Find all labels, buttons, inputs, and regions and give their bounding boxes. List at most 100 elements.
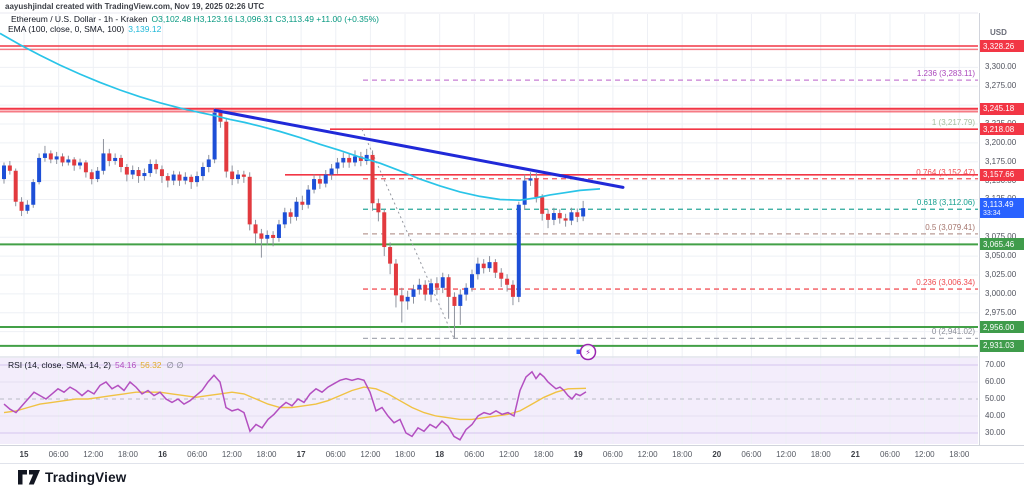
candle-up [458,294,463,306]
candle-down [540,197,545,214]
candle-down [159,169,164,177]
price-label-box: 2,956.00 [980,321,1024,334]
fib-connector-dotted-line [361,129,455,339]
candle-up [42,153,47,158]
price-chart[interactable]: ⚡ [0,0,979,445]
candle-up [417,284,422,290]
time-tick-day: 19 [573,450,583,459]
candle-up [142,173,147,177]
rsi-axis-tick: 60.00 [985,377,1006,386]
candle-down [189,176,194,183]
tradingview-logo-icon [18,470,40,485]
candle-down [177,174,182,181]
candle-down [165,176,170,181]
candle-down [493,262,498,273]
candle-up [312,179,317,190]
candle-down [107,153,112,161]
ohlc-values: O3,102.48 H3,123.16 L3,096.31 C3,113.49 … [151,14,380,24]
price-axis-tick: 3,075.00 [985,232,1017,242]
price-label-value: 3,328.26 [983,41,1015,51]
candle-up [522,180,527,205]
candle-down [89,172,94,180]
candle-down [247,176,252,225]
price-label-box: 2,931.03 [980,339,1024,352]
rsi-label: RSI (14, close, SMA, 14, 2) [8,360,111,370]
candle-down [7,165,12,171]
candle-down [271,234,276,238]
time-tick: 06:00 [325,450,346,459]
candle-down [388,247,393,264]
candle-down [399,295,404,302]
price-axis[interactable]: USD · 3,300.003,275.003,225.003,200.003,… [979,13,1024,445]
price-axis-tick: 3,275.00 [985,81,1017,91]
flash-marker-icon[interactable] [579,343,597,361]
descending-trendline[interactable] [213,108,625,189]
candle-up [25,204,30,211]
time-axis[interactable]: 15 06:00 12:00 18:00 16 06:00 12:00 18:00 17 06:0… [0,445,1024,464]
price-axis-tick: 3,200.00 [985,137,1017,147]
candle-up [101,153,106,171]
candle-down [370,154,375,204]
ema-label: EMA (100, close, 0, SMA, 100) [8,24,125,34]
time-tick-day: 18 [435,450,445,459]
rsi-sma-value: 56.32 [140,360,162,370]
price-axis-tick: 3,300.00 [985,62,1017,72]
candle-up [581,208,586,217]
time-tick: 06:00 [741,450,762,459]
price-axis-tick: 3,025.00 [985,269,1017,279]
candle-up [113,157,118,161]
candle-up [195,176,200,183]
rsi-sma-line [3,386,587,421]
symbol-legend[interactable]: Ethereum / U.S. Dollar - 1h - Kraken O3,1… [11,14,379,24]
price-label-countdown: 33:34 [983,209,1001,217]
candle-up [405,296,410,302]
price-label-box: 3,113.49 33:34 [980,198,1024,219]
candle-up [569,212,574,221]
price-label-value: 3,113.49 [983,199,1014,209]
candle-down [510,284,515,297]
candle-up [206,159,211,167]
price-label-value: 3,218.08 [983,124,1015,134]
candle-up [516,204,521,297]
candle-down [575,212,580,217]
candle-up [37,157,42,183]
price-label-value: 3,065.46 [983,239,1015,249]
candle-down [253,224,258,234]
time-tick: 18:00 [117,450,138,459]
price-axis-tick: 3,175.00 [985,156,1017,166]
rsi-extra-values: ∅ ∅ [166,360,184,370]
candle-up [306,189,311,205]
candle-up [329,168,334,175]
candle-up [323,174,328,184]
time-tick-day: 21 [850,450,860,459]
candle-down [347,157,352,163]
price-axis-tick: 3,050.00 [985,251,1017,261]
candle-down [136,170,141,177]
candle-down [557,213,562,219]
time-tick: 12:00 [637,450,658,459]
candle-down [452,296,457,306]
price-label-box: 3,218.08 [980,123,1024,136]
candle-up [429,283,434,295]
candle-up [78,162,83,166]
rsi-axis-tick: 50.00 [985,394,1006,403]
time-tick: 12:00 [360,450,381,459]
candle-up [475,263,480,275]
time-tick: 18:00 [395,450,416,459]
price-axis-unit: USD [990,28,1007,37]
price-label-box: 3,157.66 [980,168,1024,181]
candle-up [31,182,36,205]
candle-down [393,263,398,296]
candle-up [276,224,281,238]
ema-legend[interactable]: EMA (100, close, 0, SMA, 100) 3,139.12 [8,24,161,34]
candle-down [259,233,264,239]
rsi-legend[interactable]: RSI (14, close, SMA, 14, 2) 54.16 56.32 ∅ ∅ [8,360,184,371]
candle-up [212,112,217,160]
time-tick-day: 15 [19,450,29,459]
tradingview-logo[interactable]: TradingView [18,470,126,485]
candle-down [423,284,428,295]
rsi-line [3,370,587,441]
marker-blue-dot [576,349,581,354]
candle-up [236,174,240,180]
ema-value: 3,139.12 [128,24,162,34]
